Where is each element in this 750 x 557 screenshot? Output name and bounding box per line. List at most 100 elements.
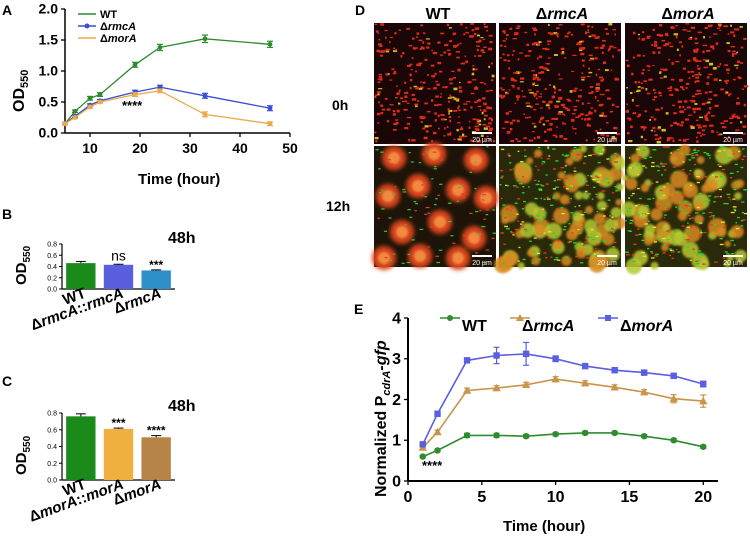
d-cell xyxy=(483,127,488,130)
d-col-rmca: ΔrmcA xyxy=(536,6,588,23)
d-cell xyxy=(505,91,508,94)
c-ticks: 0.00.20.40.60.8 xyxy=(47,411,62,485)
d-cell xyxy=(489,138,491,141)
d-cell xyxy=(543,47,547,50)
d-cell xyxy=(420,46,424,48)
d-cell xyxy=(741,201,745,203)
d-cell xyxy=(575,132,577,135)
d-cell xyxy=(562,123,567,125)
d-patch xyxy=(531,256,541,266)
d-cell xyxy=(657,138,660,141)
d-cell xyxy=(704,117,709,120)
d-cell xyxy=(542,208,545,210)
d-cell xyxy=(437,229,442,231)
d-cell xyxy=(652,64,655,67)
d-cell xyxy=(602,149,604,151)
d-cell xyxy=(587,29,589,31)
d-cell xyxy=(673,112,677,115)
d-cell xyxy=(407,64,411,67)
d-cell xyxy=(699,74,702,76)
d-cell xyxy=(578,43,582,46)
d-cell xyxy=(606,122,609,124)
a-point xyxy=(97,99,103,105)
d-cell xyxy=(420,81,422,83)
d-cell xyxy=(681,121,684,124)
d-cell xyxy=(666,139,670,142)
d-cell xyxy=(601,207,606,210)
d-cell xyxy=(376,49,380,53)
d-cell xyxy=(628,157,631,159)
d-cell xyxy=(506,131,511,134)
d-cell xyxy=(584,155,587,158)
d-cell xyxy=(638,233,642,236)
d-cell xyxy=(472,118,477,121)
d-cell xyxy=(735,67,739,70)
d-cell xyxy=(545,63,551,65)
e-legend-wt: WT xyxy=(462,318,487,335)
d-cell xyxy=(615,133,621,136)
d-cell xyxy=(737,216,740,219)
d-cell xyxy=(666,182,669,185)
d-cell xyxy=(381,50,386,53)
d-cell xyxy=(580,52,585,56)
d-cell xyxy=(491,74,495,78)
d-cell xyxy=(553,168,556,170)
d-cell xyxy=(545,257,548,259)
d-cell xyxy=(708,91,713,93)
d-cell xyxy=(710,115,715,117)
a-ytick-label: 2.0 xyxy=(39,1,59,17)
d-cell xyxy=(549,123,553,126)
d-cell xyxy=(403,92,407,94)
d-cell xyxy=(424,58,428,62)
d-cell xyxy=(701,129,705,132)
d-cell xyxy=(423,136,428,140)
d-cell xyxy=(712,47,715,50)
d-cell xyxy=(457,186,462,189)
d-cell xyxy=(741,211,744,214)
d-cell xyxy=(603,61,607,65)
d-cell xyxy=(444,118,447,121)
d-cell xyxy=(394,186,397,188)
d-cell xyxy=(500,232,505,234)
d-cell xyxy=(464,55,467,58)
d-cell xyxy=(395,119,399,121)
d-cell xyxy=(705,200,708,202)
d-cell xyxy=(490,62,493,65)
d-cell xyxy=(599,174,602,176)
d-cell xyxy=(666,230,670,232)
d-cell xyxy=(677,216,680,218)
d-cell xyxy=(654,134,658,137)
d-cell xyxy=(690,70,695,73)
d-cell xyxy=(503,32,506,34)
d-cell xyxy=(608,23,613,26)
d-cell xyxy=(482,261,486,263)
d-cell xyxy=(558,78,563,80)
d-cell xyxy=(377,78,381,80)
d-cell xyxy=(680,86,684,89)
d-cell xyxy=(740,62,744,64)
d-cell xyxy=(693,59,698,62)
d-cell xyxy=(381,208,385,210)
d-cell xyxy=(542,48,544,50)
d-cell xyxy=(417,63,421,67)
d-cell xyxy=(664,43,670,46)
d-cell xyxy=(483,102,487,106)
d-cell xyxy=(666,137,672,140)
d-cell xyxy=(741,229,744,231)
d-cell xyxy=(535,73,538,77)
d-cell xyxy=(474,187,477,190)
d-cell xyxy=(538,41,542,43)
d-cell xyxy=(399,97,404,100)
d-cell xyxy=(392,193,396,195)
d-cell xyxy=(697,126,702,129)
d-cell xyxy=(385,36,387,39)
d-cell xyxy=(612,241,617,244)
d-cell xyxy=(389,79,393,81)
d-cell xyxy=(713,223,717,226)
d-cell xyxy=(615,106,620,108)
d-cell xyxy=(562,113,564,115)
d-cell xyxy=(548,237,551,239)
d-cell xyxy=(507,153,510,155)
d-cell xyxy=(564,165,567,167)
a-point xyxy=(157,45,163,50)
